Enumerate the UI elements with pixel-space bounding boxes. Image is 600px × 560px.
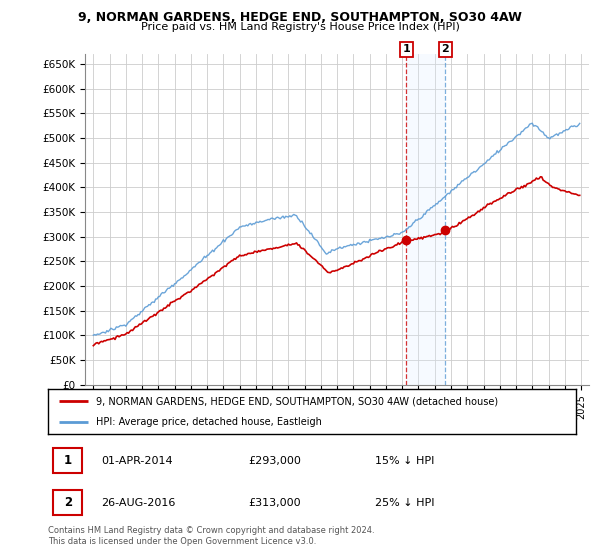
Text: Price paid vs. HM Land Registry's House Price Index (HPI): Price paid vs. HM Land Registry's House …: [140, 22, 460, 32]
Text: £313,000: £313,000: [248, 498, 301, 507]
Text: 1: 1: [64, 454, 72, 467]
Text: 9, NORMAN GARDENS, HEDGE END, SOUTHAMPTON, SO30 4AW (detached house): 9, NORMAN GARDENS, HEDGE END, SOUTHAMPTO…: [95, 396, 497, 407]
Text: 15% ↓ HPI: 15% ↓ HPI: [376, 456, 435, 465]
FancyBboxPatch shape: [53, 490, 82, 515]
Text: 01-APR-2014: 01-APR-2014: [101, 456, 172, 465]
Text: 25% ↓ HPI: 25% ↓ HPI: [376, 498, 435, 507]
Text: Contains HM Land Registry data © Crown copyright and database right 2024.
This d: Contains HM Land Registry data © Crown c…: [48, 526, 374, 546]
Text: 1: 1: [403, 44, 410, 54]
Text: £293,000: £293,000: [248, 456, 302, 465]
FancyBboxPatch shape: [53, 448, 82, 473]
Bar: [406, 54, 445, 385]
Text: 2: 2: [442, 44, 449, 54]
Text: 26-AUG-2016: 26-AUG-2016: [101, 498, 175, 507]
Text: 2: 2: [64, 496, 72, 509]
Text: HPI: Average price, detached house, Eastleigh: HPI: Average price, detached house, East…: [95, 417, 322, 427]
Text: 9, NORMAN GARDENS, HEDGE END, SOUTHAMPTON, SO30 4AW: 9, NORMAN GARDENS, HEDGE END, SOUTHAMPTO…: [78, 11, 522, 24]
